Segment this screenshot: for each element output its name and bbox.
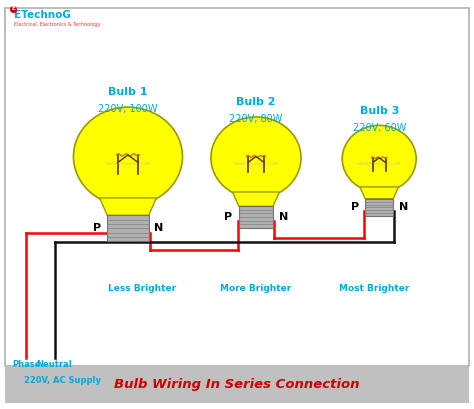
Text: 220V, 60W: 220V, 60W <box>353 123 406 133</box>
Text: WWW.ETechnoG.COM: WWW.ETechnoG.COM <box>234 162 278 166</box>
Polygon shape <box>100 198 156 216</box>
Text: 220V, 100W: 220V, 100W <box>98 104 158 114</box>
Text: Most Brighter: Most Brighter <box>339 284 410 293</box>
Text: Bulb Wiring In Series Connection: Bulb Wiring In Series Connection <box>114 378 360 391</box>
Text: Electrical, Electronics & Technology: Electrical, Electronics & Technology <box>14 22 100 27</box>
FancyBboxPatch shape <box>365 199 393 216</box>
Polygon shape <box>233 192 279 207</box>
FancyBboxPatch shape <box>5 8 469 366</box>
FancyBboxPatch shape <box>5 367 469 403</box>
Text: Neutral: Neutral <box>36 360 73 369</box>
FancyBboxPatch shape <box>107 216 149 241</box>
Ellipse shape <box>342 125 416 192</box>
Text: WWW.ETechnoG.COM: WWW.ETechnoG.COM <box>106 162 150 166</box>
Text: Bulb 3: Bulb 3 <box>359 106 399 116</box>
Text: N: N <box>155 223 164 233</box>
Text: 220V, AC Supply: 220V, AC Supply <box>24 376 100 385</box>
Polygon shape <box>360 187 399 199</box>
FancyBboxPatch shape <box>239 207 273 228</box>
Text: Phase: Phase <box>12 360 40 369</box>
Ellipse shape <box>73 107 182 206</box>
Ellipse shape <box>211 117 301 199</box>
Text: E: E <box>11 7 15 11</box>
Text: WWW.ETechnoG.COM: WWW.ETechnoG.COM <box>357 162 401 166</box>
Text: N: N <box>399 202 408 212</box>
Text: Less Brighter: Less Brighter <box>108 284 176 293</box>
Text: 220V, 80W: 220V, 80W <box>229 114 283 124</box>
Text: More Brighter: More Brighter <box>220 284 292 293</box>
Text: ETechnoG: ETechnoG <box>14 10 71 20</box>
Text: P: P <box>93 223 101 233</box>
Text: P: P <box>351 202 359 212</box>
Text: N: N <box>279 212 288 222</box>
Text: Bulb 1: Bulb 1 <box>108 87 148 97</box>
Text: P: P <box>224 212 232 222</box>
Text: Bulb 2: Bulb 2 <box>236 97 276 107</box>
